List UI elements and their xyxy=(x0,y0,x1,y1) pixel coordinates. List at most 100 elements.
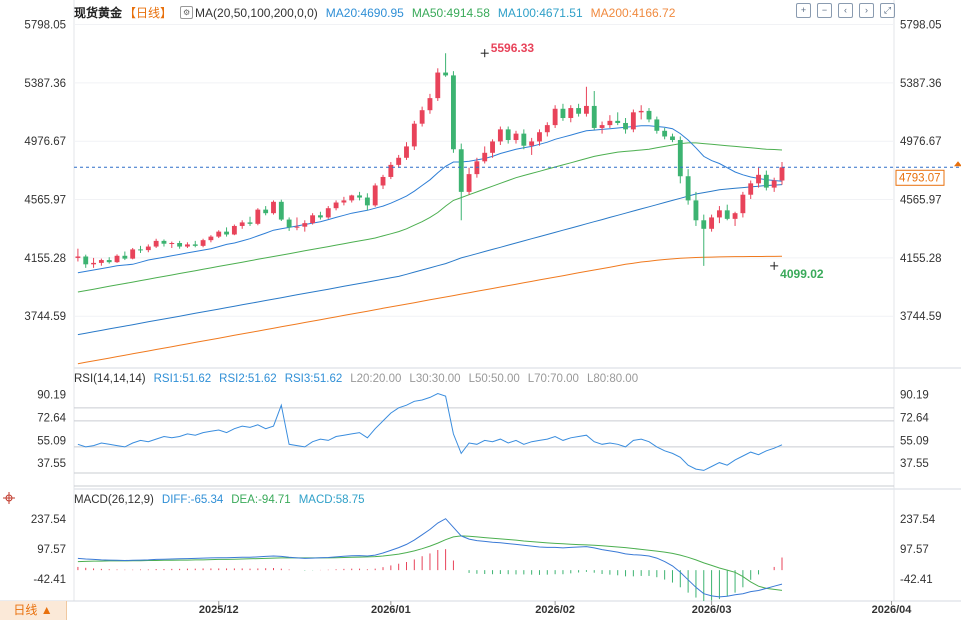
candle-body-18 xyxy=(216,231,222,237)
candle-body-30 xyxy=(310,215,316,224)
candle-body-73 xyxy=(646,110,652,120)
rsi-l20: L20:20.00 xyxy=(350,373,402,385)
candle-body-90 xyxy=(779,167,785,181)
candle-body-79 xyxy=(693,200,699,221)
candle-body-28 xyxy=(294,226,300,228)
candle-body-22 xyxy=(247,222,253,224)
main-ytick-right-1: 5387.36 xyxy=(900,78,942,90)
rsi-l50: L50:50.00 xyxy=(468,373,520,385)
main-ytick-left-4: 4155.28 xyxy=(24,253,66,265)
candle-body-80 xyxy=(701,220,707,229)
candle-body-71 xyxy=(630,112,636,130)
candle-body-41 xyxy=(396,157,402,165)
macd-dea-value: DEA:-94.71 xyxy=(231,494,291,506)
main-ytick-right-2: 4976.67 xyxy=(900,136,942,148)
candle-body-44 xyxy=(419,110,425,124)
candle-body-66 xyxy=(591,105,597,128)
xtick-label-4: 2026/04 xyxy=(872,604,913,616)
candle-body-33 xyxy=(333,202,339,209)
candle-body-43 xyxy=(411,123,417,147)
candle-body-64 xyxy=(576,108,582,114)
instrument-name[interactable]: 现货黄金 xyxy=(74,6,123,20)
rsi-line xyxy=(77,392,783,471)
indicator-settings-icon[interactable]: ⚙ xyxy=(180,6,194,19)
candle-body-47 xyxy=(443,72,449,76)
minus-icon[interactable]: − xyxy=(817,3,832,18)
candle-body-29 xyxy=(302,223,308,227)
scroll-right-icon[interactable]: › xyxy=(859,3,874,18)
candle-body-67 xyxy=(599,125,605,128)
rsi-ytick-left-0: 90.19 xyxy=(37,390,66,402)
candle-body-19 xyxy=(224,231,229,235)
rsi-title[interactable]: RSI(14,14,14) xyxy=(74,373,146,385)
candle-body-77 xyxy=(677,140,683,177)
xtick-label-3: 2026/03 xyxy=(692,604,732,616)
candle-body-21 xyxy=(239,222,245,226)
candle-body-24 xyxy=(263,209,269,214)
candle-body-20 xyxy=(231,225,237,235)
rsi-ytick-right-2: 55.09 xyxy=(900,435,929,447)
candle-body-68 xyxy=(607,120,613,126)
scroll-left-icon[interactable]: ‹ xyxy=(838,3,853,18)
candle-body-55 xyxy=(505,129,511,141)
candle-body-12 xyxy=(169,243,175,245)
chart-toolbar: + − ‹ › ⤢ xyxy=(796,3,895,18)
candle-body-48 xyxy=(451,75,456,150)
add-icon[interactable]: + xyxy=(796,3,811,18)
rsi-l30: L30:30.00 xyxy=(409,373,461,385)
candle-body-87 xyxy=(756,174,761,184)
candle-body-70 xyxy=(623,122,628,130)
candle-body-60 xyxy=(544,125,550,133)
candle-body-84 xyxy=(732,213,738,219)
main-ytick-right-4: 4155.28 xyxy=(900,253,942,265)
candle-body-85 xyxy=(740,194,746,214)
ma20-value: MA20:4690.95 xyxy=(325,5,404,20)
period-label[interactable]: 【日线】 xyxy=(124,6,173,20)
candle-body-25 xyxy=(271,201,276,214)
candle-body-65 xyxy=(583,105,589,114)
rsi-ytick-left-1: 72.64 xyxy=(37,412,66,424)
rsi-header: RSI(14,14,14) RSI1:51.62 RSI2:51.62 RSI3… xyxy=(74,373,638,385)
macd-ytick-right-0: 237.54 xyxy=(900,514,936,526)
rsi-ytick-right-3: 37.55 xyxy=(900,458,929,470)
macd-ytick-right-2: -42.41 xyxy=(900,574,933,586)
xtick-label-2: 2026/02 xyxy=(535,604,575,616)
macd-title[interactable]: MACD(26,12,9) xyxy=(74,494,154,506)
candle-body-1 xyxy=(83,256,89,265)
ma-title[interactable]: MA(20,50,100,200,0,0) xyxy=(195,5,318,20)
candle-body-11 xyxy=(161,240,167,244)
rsi-ytick-left-2: 55.09 xyxy=(37,435,66,447)
candle-body-45 xyxy=(427,98,433,111)
main-ytick-left-5: 3744.59 xyxy=(24,311,66,323)
candle-body-89 xyxy=(771,180,777,188)
candle-body-31 xyxy=(318,215,323,218)
candle-body-57 xyxy=(521,133,527,146)
candle-body-75 xyxy=(662,130,668,137)
candle-body-81 xyxy=(709,217,715,229)
main-ytick-left-2: 4976.67 xyxy=(24,136,66,148)
candle-body-69 xyxy=(615,120,621,123)
candle-body-74 xyxy=(654,119,660,131)
macd-ytick-right-1: 97.57 xyxy=(900,544,929,556)
candle-body-37 xyxy=(364,197,370,206)
macd-diff-value: DIFF:-65.34 xyxy=(161,494,224,506)
ma100-line xyxy=(77,184,783,336)
candle-body-76 xyxy=(670,136,675,141)
macd-diff-line xyxy=(77,518,783,598)
candle-body-72 xyxy=(638,110,644,113)
candle-body-52 xyxy=(482,152,488,162)
ma200-value: MA200:4166.72 xyxy=(590,5,676,20)
ma50-line xyxy=(77,142,783,293)
current-price-label: 4793.07 xyxy=(899,172,941,184)
fullscreen-icon[interactable]: ⤢ xyxy=(880,3,895,18)
candle-body-86 xyxy=(748,183,754,195)
macd-ytick-left-1: 97.57 xyxy=(37,544,66,556)
main-ytick-left-3: 4565.97 xyxy=(24,195,66,207)
rsi-l70: L70:70.00 xyxy=(527,373,579,385)
period-toggle-button[interactable]: 日线 ▲ xyxy=(0,601,67,620)
candle-body-23 xyxy=(255,209,261,224)
current-price-tag xyxy=(895,169,945,186)
candle-body-7 xyxy=(130,249,136,259)
candle-body-15 xyxy=(192,244,198,246)
